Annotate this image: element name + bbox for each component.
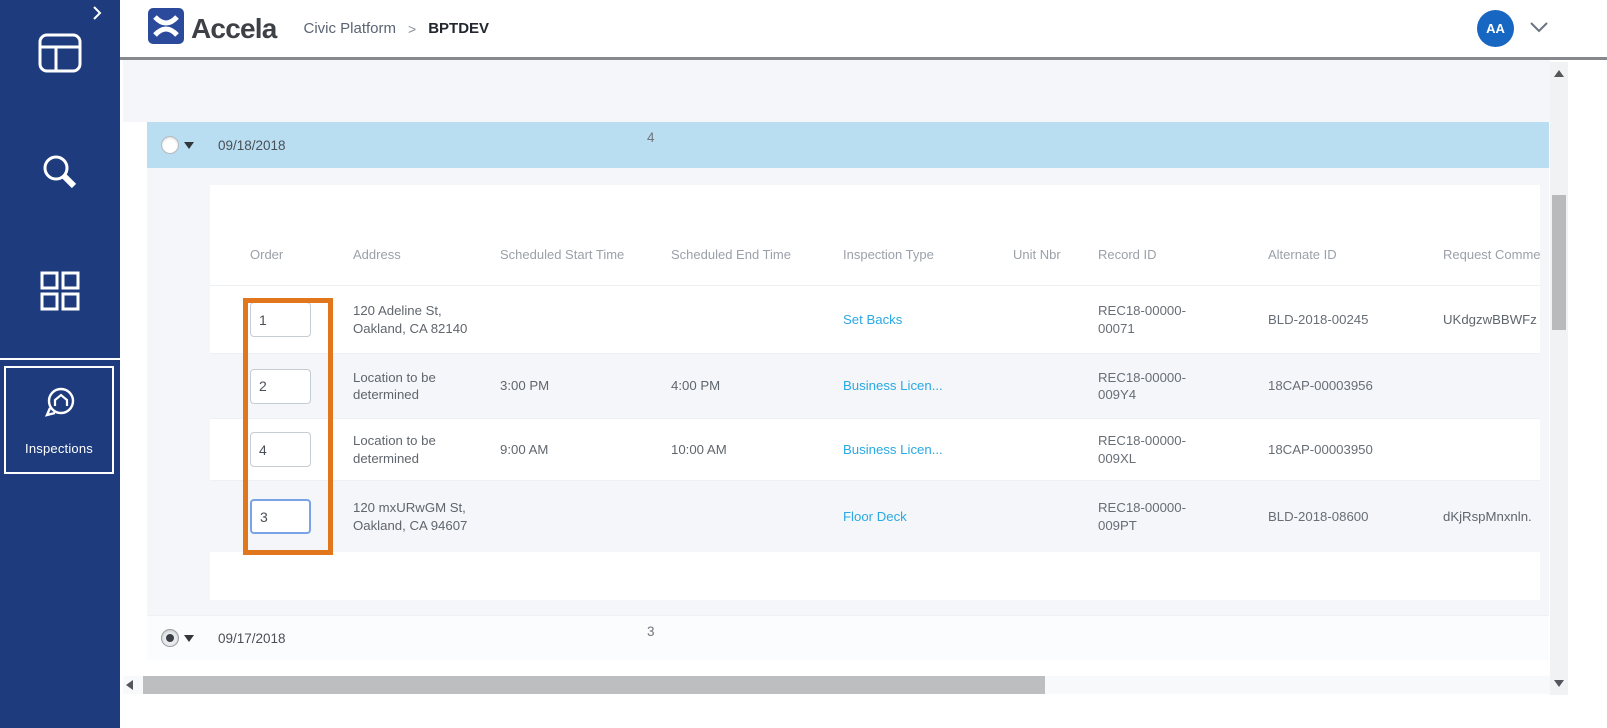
table-row: 120 Adeline St, Oakland, CA 82140 Set Ba… [210, 285, 1540, 353]
column-header-scheduled-start-time[interactable]: Scheduled Start Time [500, 246, 625, 262]
column-header-order[interactable]: Order [250, 246, 284, 262]
inspections-icon [38, 384, 80, 429]
inspection-type-link[interactable]: Set Backs [843, 311, 903, 327]
table-row: Location to be determined 3:00 PM 4:00 P… [210, 353, 1540, 418]
column-header-record-id[interactable]: Record ID [1098, 246, 1157, 262]
sidebar-item-search[interactable] [0, 150, 120, 201]
table-row: 120 mxURwGM St, Oakland, CA 94607 Floor … [210, 480, 1540, 552]
cell-request-comment: UKdgzwBBWFz [1443, 311, 1537, 327]
group-expander-triangle-down-icon[interactable] [184, 634, 194, 642]
scroll-left-arrow-icon[interactable] [126, 680, 133, 690]
breadcrumb-current-page: BPTDEV [428, 20, 490, 37]
column-header-alternate-id[interactable]: Alternate ID [1268, 246, 1337, 262]
group-row-count: 4 [647, 130, 655, 145]
column-header-scheduled-end-time[interactable]: Scheduled End Time [671, 246, 791, 262]
sidebar: Inspections [0, 0, 120, 728]
column-header-request-comments[interactable]: Request Comme [1443, 246, 1540, 262]
breadcrumb-separator-icon: > [408, 20, 417, 37]
group-detail-area: Order Address Scheduled Start Time Sched… [147, 168, 1549, 615]
table-row: Location to be determined 9:00 AM 10:00 … [210, 418, 1540, 480]
cell-address: 120 Adeline St, Oakland, CA 82140 [353, 303, 468, 336]
content-top-band [123, 60, 1550, 122]
vertical-scrollbar[interactable] [1550, 62, 1568, 695]
date-group-row-09-17-2018[interactable]: 09/17/2018 3 [147, 615, 1549, 660]
column-header-address[interactable]: Address [353, 246, 401, 262]
cell-record-id: REC18-00000-00071 [1098, 303, 1186, 336]
search-icon [37, 150, 83, 201]
order-input-focused[interactable] [250, 499, 311, 534]
cell-scheduled-start: 9:00 AM [500, 441, 549, 457]
column-header-inspection-type[interactable]: Inspection Type [843, 246, 934, 262]
breadcrumb: Civic Platform > BPTDEV [304, 20, 490, 37]
inspection-type-link[interactable]: Floor Deck [843, 508, 907, 524]
user-menu-chevron-down-icon[interactable] [1528, 20, 1550, 39]
cell-address: Location to be determined [353, 369, 436, 402]
scroll-up-arrow-icon[interactable] [1554, 70, 1564, 77]
sidebar-item-apps[interactable] [0, 270, 120, 317]
main-content: 09/18/2018 4 Order Address Scheduled Sta… [120, 60, 1607, 728]
cell-scheduled-end: 4:00 PM [671, 378, 721, 394]
grid-apps-icon [38, 270, 82, 317]
scroll-down-arrow-icon[interactable] [1554, 680, 1564, 687]
sidebar-item-inspections-label: Inspections [25, 441, 93, 456]
sidebar-item-inspections[interactable]: Inspections [4, 366, 114, 474]
accela-logo-wordmark: Accela [191, 12, 277, 44]
group-date-label: 09/18/2018 [218, 137, 286, 153]
horizontal-scrollbar-thumb[interactable] [143, 676, 1045, 694]
sidebar-divider [0, 358, 120, 360]
inspection-type-link[interactable]: Business Licen... [843, 378, 943, 394]
sidebar-item-dashboard[interactable] [0, 32, 120, 79]
group-expander-triangle-down-icon[interactable] [184, 141, 194, 149]
cell-address: Location to be determined [353, 433, 436, 466]
avatar-initials: AA [1486, 21, 1505, 36]
breadcrumb-civic-platform[interactable]: Civic Platform [303, 20, 397, 37]
sidebar-collapse-chevron-right-icon[interactable] [86, 2, 108, 24]
date-group-row-09-18-2018[interactable]: 09/18/2018 4 [147, 122, 1549, 168]
order-input[interactable] [250, 368, 311, 404]
cell-scheduled-start: 3:00 PM [500, 378, 550, 394]
cell-alternate-id: 18CAP-00003956 [1268, 378, 1373, 394]
group-radio-unselected[interactable] [161, 136, 179, 154]
cell-scheduled-end: 10:00 AM [671, 441, 727, 457]
horizontal-scrollbar[interactable] [123, 676, 1550, 694]
cell-record-id: REC18-00000-009Y4 [1098, 369, 1186, 402]
column-header-unit-nbr[interactable]: Unit Nbr [1013, 246, 1061, 262]
cell-alternate-id: BLD-2018-00245 [1268, 311, 1369, 327]
cell-alternate-id: BLD-2018-08600 [1268, 508, 1369, 524]
cell-alternate-id: 18CAP-00003950 [1268, 441, 1373, 457]
cell-record-id: REC18-00000-009PT [1098, 500, 1186, 533]
group-date-label: 09/17/2018 [218, 630, 286, 646]
group-radio-selected[interactable] [161, 629, 179, 647]
accela-logo-icon [148, 8, 184, 49]
table-header-row: Order Address Scheduled Start Time Sched… [210, 223, 1540, 285]
cell-request-comment: dKjRspMnxnln. [1443, 508, 1532, 524]
group-row-count: 3 [647, 624, 655, 639]
layout-panel-icon [37, 32, 83, 79]
order-input[interactable] [250, 432, 311, 467]
cell-record-id: REC18-00000-009XL [1098, 433, 1186, 466]
order-input[interactable] [250, 302, 311, 337]
cell-address: 120 mxURwGM St, Oakland, CA 94607 [353, 500, 468, 533]
avatar[interactable]: AA [1477, 10, 1514, 47]
accela-logo[interactable]: Accela [148, 8, 277, 49]
inspection-type-link[interactable]: Business Licen... [843, 441, 943, 457]
inspections-table: Order Address Scheduled Start Time Sched… [210, 185, 1540, 600]
top-header: Accela Civic Platform > BPTDEV AA [120, 0, 1607, 60]
vertical-scrollbar-thumb[interactable] [1552, 195, 1566, 330]
